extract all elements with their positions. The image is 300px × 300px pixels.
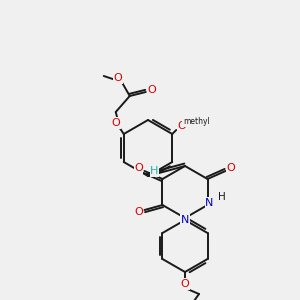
Text: O: O	[147, 85, 156, 95]
Text: H: H	[218, 192, 225, 202]
Text: O: O	[134, 207, 143, 217]
Text: N: N	[205, 198, 214, 208]
Text: O: O	[178, 121, 187, 131]
Text: N: N	[181, 215, 189, 225]
Text: methyl: methyl	[183, 118, 210, 127]
Text: O: O	[113, 73, 122, 83]
Text: H: H	[150, 166, 159, 176]
Text: O: O	[111, 118, 120, 128]
Text: O: O	[134, 163, 143, 173]
Text: O: O	[226, 163, 235, 173]
Text: O: O	[181, 279, 189, 289]
